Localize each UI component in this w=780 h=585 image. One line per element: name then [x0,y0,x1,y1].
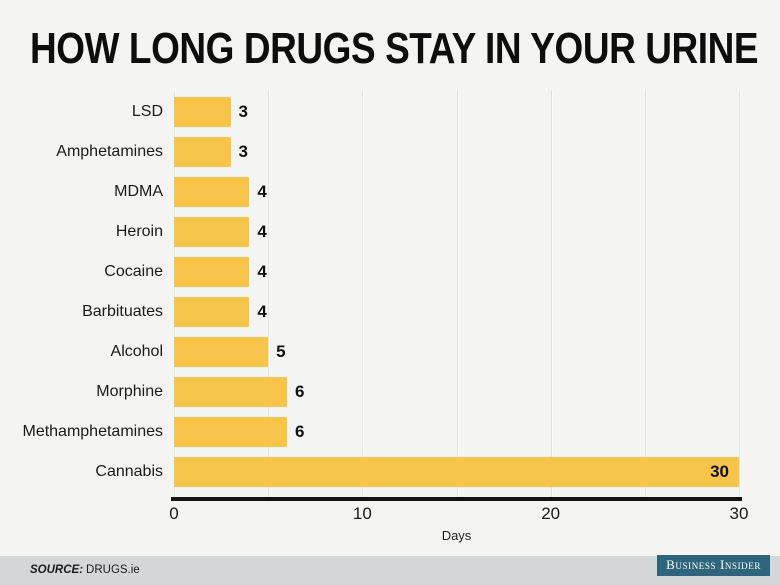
category-label: Heroin [115,223,163,240]
gridline [362,90,364,497]
bar [174,97,231,127]
value-label: 4 [257,182,267,201]
value-label: 5 [276,342,286,361]
value-label: 4 [257,262,267,281]
bar [174,457,739,487]
source-label: SOURCE: [30,564,84,576]
category-label: Cannabis [95,463,163,480]
value-label: 3 [238,102,248,121]
value-label: 6 [295,422,305,441]
bar [174,417,287,447]
bar [174,257,250,287]
value-label: 4 [257,222,267,241]
x-tick-label: 0 [169,504,179,523]
value-label: 6 [295,382,305,401]
gridline [174,90,175,497]
x-axis-line [171,497,742,501]
gridline [644,90,646,497]
gridline [550,90,552,497]
x-tick-label: 10 [352,504,372,523]
gridline [268,90,270,497]
x-tick-label: 30 [729,504,749,523]
x-axis-title: Days [441,528,472,543]
x-tick-label: 20 [541,504,561,523]
category-label: Amphetamines [56,143,163,160]
gridline [456,90,458,497]
bar [174,137,231,167]
chart-title: HOW LONG DRUGS STAY IN YOUR URINE [30,24,759,73]
bar [174,377,287,407]
value-label: 30 [710,462,729,481]
source-value: DRUGS.ie [86,564,140,576]
business-insider-logo: Business Insider [657,555,770,576]
gridline [739,90,740,497]
category-label: Cocaine [104,263,163,280]
value-label: 3 [238,142,248,161]
category-label: Morphine [96,383,163,400]
category-label: Alcohol [110,343,163,360]
source-attribution: SOURCE: DRUGS.ie [30,564,140,576]
category-label: LSD [131,103,163,120]
footer-bar: SOURCE: DRUGS.ie Business Insider [0,555,780,585]
category-label: Methamphetamines [22,423,163,440]
value-label: 4 [257,302,267,321]
bar [174,177,250,207]
bar [174,297,250,327]
bar [174,337,269,367]
category-label: Barbituates [82,303,163,320]
category-label: MDMA [114,183,163,200]
bar [174,217,250,247]
